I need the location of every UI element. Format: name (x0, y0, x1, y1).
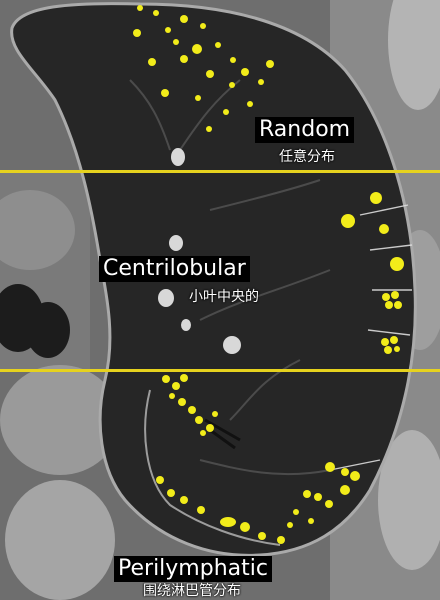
random-nodules (133, 5, 274, 132)
perilymphatic-nodules (156, 374, 360, 544)
perilymphatic-label: Perilymphatic (114, 556, 272, 582)
centrilobular-nodules (341, 192, 404, 354)
centrilobular-label: Centrilobular (99, 256, 250, 282)
random-label: Random (255, 117, 355, 143)
random-label-chinese: 任意分布 (279, 149, 335, 165)
centrilobular-label-chinese: 小叶中央的 (189, 289, 259, 305)
perilymphatic-label-chinese: 围绕淋巴管分布 (143, 583, 241, 599)
section-divider-upper (0, 170, 440, 173)
section-divider-lower (0, 369, 440, 372)
